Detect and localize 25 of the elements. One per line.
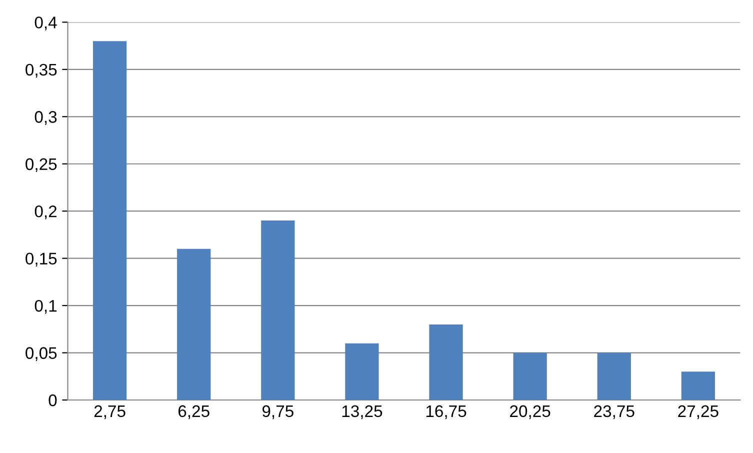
y-tick-label: 0,1 xyxy=(34,300,57,314)
bar xyxy=(597,352,631,400)
bar xyxy=(177,248,211,400)
y-tick-label: 0,2 xyxy=(34,206,57,220)
y-tick-label: 0,25 xyxy=(26,158,57,172)
x-tick-label: 2,75 xyxy=(94,405,126,420)
bar xyxy=(513,352,547,400)
bar xyxy=(345,343,379,400)
bar xyxy=(681,372,715,400)
y-tick-label: 0,35 xyxy=(26,64,57,78)
bar xyxy=(92,41,127,400)
x-tick-label: 20,25 xyxy=(510,405,550,420)
x-tick-label: 13,25 xyxy=(342,405,382,420)
x-tick-label: 23,75 xyxy=(594,405,634,420)
x-tick-label: 9,75 xyxy=(262,405,294,420)
y-tick-label: 0,3 xyxy=(34,111,57,125)
bar xyxy=(429,324,463,400)
y-tick-label: 0 xyxy=(48,394,57,406)
x-tick-label: 16,75 xyxy=(426,405,466,420)
x-tick-label: 6,25 xyxy=(178,405,210,420)
bar xyxy=(261,220,295,400)
y-tick-label: 0,05 xyxy=(26,347,57,361)
y-tick-label: 0,15 xyxy=(26,252,57,266)
x-tick-label: 27,25 xyxy=(678,405,718,420)
y-tick-label: 0,4 xyxy=(34,16,57,30)
